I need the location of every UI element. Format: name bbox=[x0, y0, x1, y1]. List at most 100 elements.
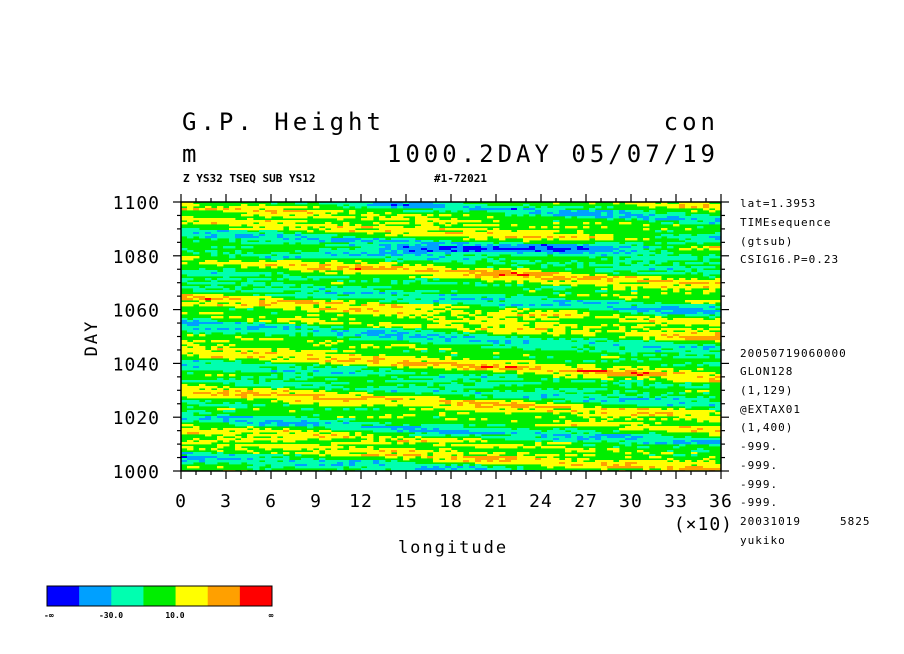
heatmap-cell bbox=[355, 266, 374, 269]
heatmap-cell bbox=[439, 428, 512, 431]
heatmap-cell bbox=[247, 422, 254, 425]
heatmap-cell bbox=[271, 258, 284, 261]
heatmap-cell bbox=[601, 226, 608, 229]
heatmap-cell bbox=[181, 272, 212, 275]
heatmap-cell bbox=[451, 340, 470, 343]
heatmap-cell bbox=[421, 298, 440, 301]
heatmap-cell bbox=[247, 328, 260, 331]
heatmap-cell bbox=[481, 304, 500, 307]
heatmap-cell bbox=[373, 424, 386, 427]
heatmap-cell bbox=[301, 284, 314, 287]
heatmap-cell bbox=[421, 466, 428, 469]
heatmap-cell bbox=[349, 346, 356, 349]
heatmap-cell bbox=[691, 246, 698, 249]
heatmap-cell bbox=[253, 226, 260, 229]
heatmap-cell bbox=[325, 252, 332, 255]
heatmap-cell bbox=[373, 408, 380, 411]
heatmap-cell bbox=[511, 362, 518, 365]
heatmap-cell bbox=[355, 408, 368, 411]
heatmap-cell bbox=[217, 438, 236, 441]
heatmap-cell bbox=[517, 428, 530, 431]
heatmap-cell bbox=[583, 326, 602, 329]
heatmap-cell bbox=[691, 302, 704, 305]
heatmap-cell bbox=[463, 456, 518, 459]
heatmap-cell bbox=[451, 222, 458, 225]
heatmap-cell bbox=[259, 256, 266, 259]
heatmap-cell bbox=[559, 338, 566, 341]
heatmap-cell bbox=[571, 338, 584, 341]
heatmap-cell bbox=[703, 312, 716, 315]
heatmap-cell bbox=[661, 418, 668, 421]
heatmap-cell bbox=[475, 244, 482, 247]
heatmap-cell bbox=[361, 426, 422, 429]
heatmap-cell bbox=[259, 358, 272, 361]
heatmap-cell bbox=[385, 330, 392, 333]
heatmap-cell bbox=[241, 438, 308, 441]
x-tick-label: 33 bbox=[664, 491, 688, 512]
heatmap-cell bbox=[601, 214, 608, 217]
heatmap-cell bbox=[565, 226, 578, 229]
heatmap-cell bbox=[595, 222, 602, 225]
heatmap-cell bbox=[385, 454, 398, 457]
heatmap-cell bbox=[553, 434, 572, 437]
heatmap-cell bbox=[181, 258, 194, 261]
heatmap-cell bbox=[445, 336, 452, 339]
heatmap-cell bbox=[583, 436, 590, 439]
heatmap-cell bbox=[601, 278, 608, 281]
heatmap-cell bbox=[463, 206, 470, 209]
heatmap-cell bbox=[649, 210, 656, 213]
heatmap-cell bbox=[631, 416, 638, 419]
heatmap-cell bbox=[673, 372, 686, 375]
heatmap-cell bbox=[253, 432, 260, 435]
heatmap-cell bbox=[181, 228, 200, 231]
heatmap-cell bbox=[379, 292, 386, 295]
heatmap-cell bbox=[535, 404, 584, 407]
heatmap-cell bbox=[457, 466, 464, 469]
heatmap-cell bbox=[259, 240, 266, 243]
heatmap-cell bbox=[445, 270, 488, 273]
heatmap-cell bbox=[631, 434, 662, 437]
heatmap-cell bbox=[295, 370, 314, 373]
heatmap-cell bbox=[349, 318, 356, 321]
heatmap-cell bbox=[331, 454, 362, 457]
heatmap-cell bbox=[619, 384, 632, 387]
heatmap-cell bbox=[523, 314, 530, 317]
heatmap-cell bbox=[241, 350, 248, 353]
heatmap-cell bbox=[331, 330, 338, 333]
heatmap-cell bbox=[463, 460, 470, 463]
heatmap-cell bbox=[199, 448, 206, 451]
heatmap-cell bbox=[463, 238, 470, 241]
heatmap-cell bbox=[367, 302, 380, 305]
heatmap-cell bbox=[655, 396, 662, 399]
heatmap-cell bbox=[505, 458, 518, 461]
heatmap-cell bbox=[217, 234, 236, 237]
heatmap-cell bbox=[607, 466, 644, 469]
heatmap-cell bbox=[547, 212, 554, 215]
heatmap-cell bbox=[235, 288, 242, 291]
heatmap-cell bbox=[307, 340, 314, 343]
heatmap-cell bbox=[553, 412, 560, 415]
heatmap-cell bbox=[547, 314, 554, 317]
heatmap-cell bbox=[649, 442, 656, 445]
heatmap-cell bbox=[271, 240, 320, 243]
heatmap-cell bbox=[439, 350, 446, 353]
heatmap-cell bbox=[361, 440, 374, 443]
heatmap-cell bbox=[391, 266, 404, 269]
heatmap-cell bbox=[679, 220, 698, 223]
heatmap-cell bbox=[307, 322, 314, 325]
heatmap-cell bbox=[553, 284, 560, 287]
heatmap-cell bbox=[343, 252, 350, 255]
heatmap-cell bbox=[325, 366, 332, 369]
heatmap-cell bbox=[397, 248, 422, 251]
heatmap-cell bbox=[565, 448, 584, 451]
heatmap-cell bbox=[367, 216, 374, 219]
heatmap-cell bbox=[271, 212, 278, 215]
heatmap-cell bbox=[649, 340, 656, 343]
heatmap-cell bbox=[601, 384, 608, 387]
heatmap-cell bbox=[313, 328, 332, 331]
heatmap-cell bbox=[187, 454, 230, 457]
heatmap-cell bbox=[205, 332, 212, 335]
heatmap-cell bbox=[535, 442, 542, 445]
heatmap-cell bbox=[247, 458, 254, 461]
heatmap-cell bbox=[649, 330, 662, 333]
